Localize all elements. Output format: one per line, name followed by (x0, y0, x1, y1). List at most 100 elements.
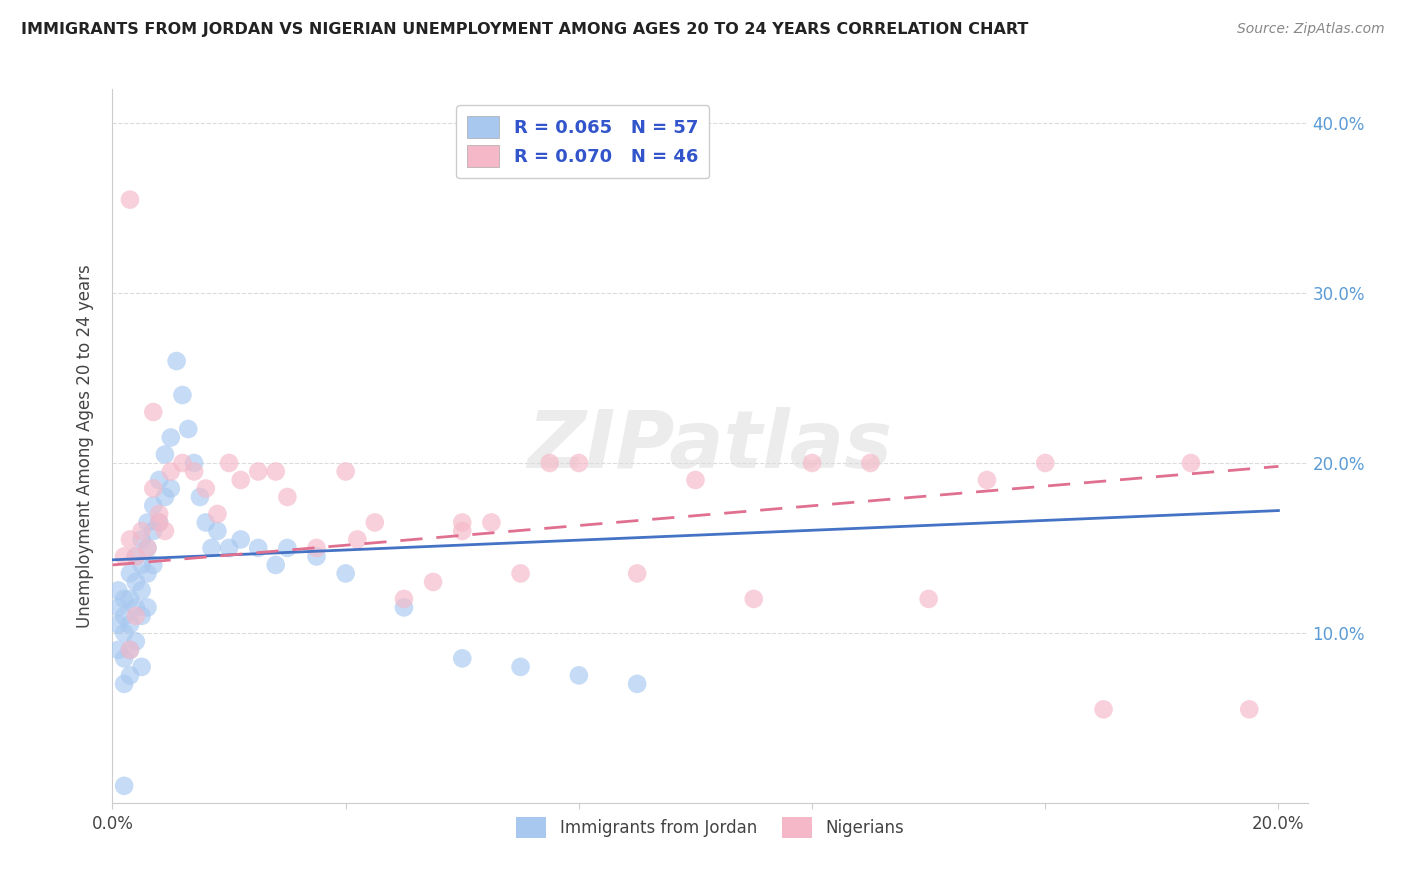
Point (451, 516, 474, 530)
Point (112, 608, 135, 623)
Point (118, 668, 141, 682)
Point (976, 473, 998, 487)
Point (112, 549, 135, 564)
Point (148, 473, 170, 487)
Text: Source: ZipAtlas.com: Source: ZipAtlas.com (1237, 22, 1385, 37)
Point (153, 524, 176, 538)
Point (159, 465, 181, 479)
Point (509, 566, 531, 581)
Point (509, 660, 531, 674)
Point (148, 516, 170, 530)
Point (125, 608, 148, 623)
Point (183, 465, 205, 479)
Point (1033, 456, 1056, 470)
Point (801, 456, 824, 470)
Point (451, 651, 474, 665)
Legend: Immigrants from Jordan, Nigerians: Immigrants from Jordan, Nigerians (509, 811, 911, 845)
Point (142, 482, 165, 496)
Point (118, 617, 141, 632)
Point (136, 566, 159, 581)
Point (392, 600, 415, 615)
Point (626, 566, 648, 581)
Point (229, 533, 252, 547)
Point (207, 524, 229, 538)
Point (742, 591, 765, 606)
Point (125, 549, 148, 564)
Point (107, 617, 129, 632)
Point (112, 677, 135, 691)
Point (207, 507, 229, 521)
Point (153, 490, 176, 504)
Point (264, 465, 287, 479)
Point (200, 541, 222, 555)
Point (481, 516, 503, 530)
Point (346, 533, 368, 547)
Point (917, 591, 939, 606)
Point (183, 456, 205, 470)
Point (118, 591, 141, 606)
Point (107, 583, 129, 598)
Point (247, 465, 270, 479)
Point (125, 634, 148, 648)
Point (626, 677, 648, 691)
Point (264, 558, 287, 572)
Point (1239, 702, 1261, 716)
Point (422, 574, 444, 589)
Point (335, 465, 357, 479)
Point (112, 651, 135, 665)
Point (218, 541, 240, 555)
Point (335, 566, 357, 581)
Point (112, 591, 135, 606)
Point (142, 405, 165, 419)
Point (136, 541, 159, 555)
Y-axis label: Unemployment Among Ages 20 to 24 years: Unemployment Among Ages 20 to 24 years (76, 264, 94, 628)
Point (136, 600, 159, 615)
Point (1092, 702, 1115, 716)
Point (392, 591, 415, 606)
Point (194, 516, 217, 530)
Point (118, 566, 141, 581)
Point (859, 456, 882, 470)
Point (142, 558, 165, 572)
Point (131, 524, 153, 538)
Point (118, 643, 141, 657)
Point (159, 430, 181, 444)
Point (538, 456, 561, 470)
Point (142, 524, 165, 538)
Point (118, 533, 141, 547)
Point (125, 574, 148, 589)
Point (218, 456, 240, 470)
Point (148, 516, 170, 530)
Point (194, 482, 217, 496)
Point (125, 600, 148, 615)
Point (451, 524, 474, 538)
Point (1180, 456, 1202, 470)
Point (188, 490, 211, 504)
Point (229, 473, 252, 487)
Point (125, 549, 148, 564)
Point (107, 643, 129, 657)
Point (305, 549, 328, 564)
Point (131, 558, 153, 572)
Point (112, 779, 135, 793)
Text: IMMIGRANTS FROM JORDAN VS NIGERIAN UNEMPLOYMENT AMONG AGES 20 TO 24 YEARS CORREL: IMMIGRANTS FROM JORDAN VS NIGERIAN UNEMP… (21, 22, 1028, 37)
Point (112, 626, 135, 640)
Point (177, 422, 200, 436)
Point (131, 583, 153, 598)
Point (276, 490, 298, 504)
Point (276, 541, 298, 555)
Point (136, 541, 159, 555)
Point (118, 643, 141, 657)
Point (148, 507, 170, 521)
Point (142, 499, 165, 513)
Point (568, 668, 591, 682)
Point (685, 473, 707, 487)
Point (364, 516, 387, 530)
Point (247, 541, 270, 555)
Point (107, 600, 129, 615)
Point (118, 193, 141, 207)
Point (568, 456, 591, 470)
Point (136, 516, 159, 530)
Point (153, 448, 176, 462)
Text: ZIPatlas: ZIPatlas (527, 407, 893, 485)
